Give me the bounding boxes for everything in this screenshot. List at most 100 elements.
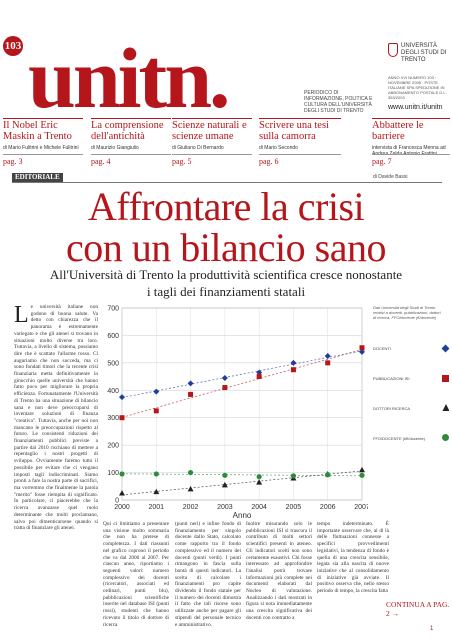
trend-line-series-3 — [121, 473, 363, 477]
y-tick-label: 700 — [107, 306, 119, 313]
teaser-page-5[interactable]: pag. 7 — [372, 154, 450, 167]
data-point-series-2 — [153, 488, 160, 495]
teaser-page-3[interactable]: pag. 5 — [172, 154, 252, 167]
data-point-series-0 — [290, 359, 297, 366]
editorial-divider — [12, 182, 442, 183]
data-point-series-0 — [324, 353, 331, 359]
plot-area — [121, 307, 363, 501]
data-point-series-1 — [359, 345, 365, 351]
teaser-title: Abbattere le barriere — [372, 120, 424, 142]
university-name: UNIVERSITÀ DEGLI STUDI DI TRENTO — [401, 43, 447, 63]
unitn-logo: unitn. — [28, 30, 231, 126]
data-point-series-1 — [153, 408, 159, 414]
teaser-title: Scrivere una tesi sulla camorra — [259, 120, 329, 142]
editorial-section-label: EDITORIALE — [12, 173, 63, 182]
data-point-series-1 — [256, 374, 262, 380]
y-tick-label: 200 — [107, 443, 119, 450]
data-point-series-3 — [325, 472, 331, 478]
headline-line-1: Affrontare la crisi — [87, 184, 365, 229]
data-point-series-1 — [325, 360, 331, 366]
legend-label-docenti: DOCENTI — [373, 346, 391, 351]
editorial-headline: Affrontare la crisi con un bilancio sano — [0, 186, 452, 268]
y-tick-label: 500 — [107, 360, 119, 367]
column-1-text: e università italiane non godono di buon… — [14, 304, 98, 532]
data-point-series-1 — [119, 415, 125, 421]
teaser-3[interactable]: Scienze naturali e scienze umane di Giul… — [172, 118, 252, 166]
editorial-subhead: All'Università di Trento la produttività… — [0, 266, 452, 300]
dropcap-letter: L — [14, 302, 29, 328]
data-point-series-0 — [187, 380, 194, 387]
data-point-series-3 — [153, 471, 159, 477]
publication-meta: ANNO XVI NUMERO 103 · NOVEMBRE 2008 · PO… — [388, 75, 447, 100]
y-tick-label: 0 — [115, 498, 119, 505]
data-point-series-3 — [290, 473, 297, 479]
article-column-2: Qui ci limitiamo a presentare una vision… — [103, 521, 169, 628]
data-point-series-3 — [222, 472, 228, 478]
x-tick-label: 2000 — [114, 504, 130, 511]
data-point-series-1 — [290, 367, 296, 373]
editorial-chart: 0 100 200 300 400 500 600 700 2000 2001 2002 2003 20… — [107, 306, 368, 519]
x-tick-label: 2003 — [217, 504, 233, 511]
teaser-title: La comprensione dell'antichità — [91, 120, 164, 142]
legend-label-pubblicazioni: PUBBLICAZIONI ISI — [373, 376, 410, 381]
y-tick-label: 400 — [107, 388, 119, 395]
data-point-series-2 — [187, 486, 194, 492]
teaser-page-2[interactable]: pag. 4 — [91, 154, 171, 167]
data-point-series-3 — [256, 474, 262, 480]
y-tick-label: 600 — [107, 333, 119, 340]
teaser-1[interactable]: Il Nobel Eric Maskin a Trento di Mario F… — [3, 118, 83, 166]
data-point-series-0 — [153, 388, 160, 395]
data-point-series-0 — [221, 374, 228, 381]
legend-label-dottori: DOTTORI RICERCA — [373, 406, 411, 411]
x-axis-label: Anno — [233, 511, 252, 518]
y-tick-label: 100 — [107, 470, 119, 477]
trend-line-series-0 — [121, 350, 363, 398]
website-link[interactable]: www.unitn.it/unitn — [388, 104, 443, 111]
data-point-series-2 — [359, 466, 365, 473]
teaser-authors: di Mario Fulitrini e Michele Fulitrini — [3, 145, 79, 151]
x-tick-label: 2007 — [354, 504, 368, 511]
masthead-tagline: PERIODICO DI INFORMAZIONE, POLITICA E CU… — [304, 90, 373, 114]
article-column-4: Inoltre misurando solo le pubblicazioni … — [246, 521, 312, 621]
teaser-authors: di Maurizio Giangiulio — [91, 145, 139, 151]
university-shield-icon — [388, 43, 398, 57]
teaser-4[interactable]: Scrivere una tesi sulla camorra di Mario… — [259, 118, 341, 166]
chart-legend-note: Dati Università degli Studi di Trento re… — [373, 305, 441, 320]
data-point-series-2 — [221, 481, 228, 488]
editorial-byline: di Davide Bassi — [373, 174, 408, 180]
teaser-2[interactable]: La comprensione dell'antichità di Mauriz… — [91, 118, 171, 166]
data-point-series-3 — [359, 472, 365, 478]
page-number: 1 — [430, 626, 434, 632]
teaser-title: Il Nobel Eric Maskin a Trento — [3, 120, 72, 142]
y-tick-label: 300 — [107, 415, 119, 422]
data-point-series-0 — [119, 394, 125, 401]
article-column-5: tempo indeterminato. È importante osserv… — [317, 521, 389, 595]
data-point-series-2 — [119, 490, 125, 496]
x-tick-label: 2001 — [148, 504, 164, 511]
data-point-series-0 — [256, 369, 263, 376]
x-tick-label: 2006 — [320, 504, 336, 511]
issue-number-badge: 103 — [3, 36, 23, 56]
legend-swatch-dottori — [442, 404, 449, 411]
teaser-authors: di Mario Secondo — [259, 145, 298, 151]
teaser-authors: di Giuliano Di Bernardo — [172, 145, 224, 151]
data-point-series-0 — [359, 348, 365, 355]
teaser-page-1[interactable]: pag. 3 — [3, 154, 83, 167]
legend-swatch-pubblicazioni — [442, 375, 449, 382]
data-point-series-1 — [188, 391, 194, 397]
trend-line-series-2 — [121, 470, 363, 496]
legend-label-ffo: FFO/DOCENTE (k€/docente) — [373, 436, 426, 441]
teaser-page-4[interactable]: pag. 6 — [259, 154, 341, 167]
data-point-series-3 — [119, 471, 125, 477]
continue-to-page-link[interactable]: CONTINUA A PAG. 2 → — [386, 600, 450, 618]
data-point-series-2 — [256, 479, 263, 485]
subhead-line-1: All'Università di Trento la produttività… — [49, 267, 403, 282]
legend-swatch-ffo — [442, 434, 449, 441]
headline-line-2: con un bilancio sano — [66, 225, 386, 270]
x-tick-label: 2005 — [286, 504, 302, 511]
subhead-line-2: i tagli dei finanziamenti statali — [146, 284, 306, 299]
legend-swatch-docenti — [441, 344, 450, 353]
x-tick-label: 2004 — [251, 504, 267, 511]
data-point-series-1 — [222, 385, 228, 391]
